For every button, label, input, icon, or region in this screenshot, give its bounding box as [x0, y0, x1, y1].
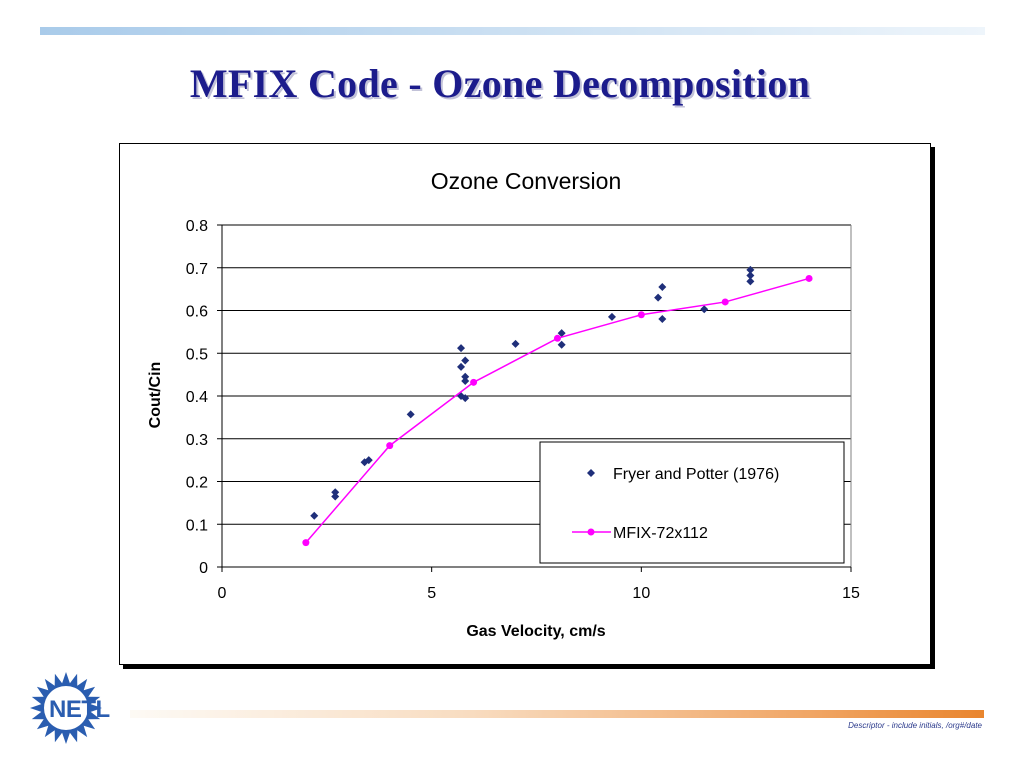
y-tick-label: 0.7 — [186, 261, 208, 278]
fryer-potter-point — [461, 356, 470, 365]
mfix-point — [302, 539, 310, 547]
x-tick-label: 0 — [218, 585, 227, 602]
gridlines — [222, 224, 851, 525]
y-tick-label: 0.5 — [186, 346, 208, 363]
y-tick-label: 0 — [199, 560, 208, 577]
chart-title: Ozone Conversion — [431, 168, 622, 194]
mfix-point — [553, 334, 561, 342]
fryer-potter-point — [331, 488, 340, 497]
x-tick-label: 15 — [842, 585, 860, 602]
mfix-point — [805, 274, 813, 282]
netl-logo: NETL — [30, 672, 110, 744]
fryer-potter-point — [557, 340, 566, 349]
tick-labels: 0 0.1 0.2 0.3 0.4 0.5 0.6 0.7 0.8 0 5 10 15 — [186, 218, 860, 602]
legend-box — [539, 441, 845, 564]
fryer-potter-point — [461, 372, 470, 381]
legend-circle-marker — [587, 528, 595, 536]
y-tick-label: 0.2 — [186, 475, 208, 492]
mfix-point — [386, 442, 394, 450]
fryer-potter-point — [364, 456, 373, 465]
fryer-potter-point — [511, 339, 520, 348]
x-tick-label: 10 — [632, 585, 650, 602]
legend-diamond-marker — [587, 469, 595, 477]
fryer-potter-point — [457, 344, 466, 353]
fryer-potter-point — [461, 377, 470, 386]
x-tick-label: 5 — [427, 585, 436, 602]
fryer-potter-point — [700, 305, 709, 314]
y-tick-label: 0.3 — [186, 432, 208, 449]
fryer-potter-point — [654, 293, 663, 302]
mfix-point — [470, 378, 478, 386]
fryer-potter-point — [310, 511, 319, 520]
sunburst-icon — [30, 672, 102, 744]
fryer-potter-point — [746, 271, 755, 280]
y-tick-label: 0.6 — [186, 304, 208, 321]
footer-descriptor: Descriptor - include initials, /org#/dat… — [848, 721, 982, 730]
fryer-potter-point — [461, 394, 470, 403]
mfix-point — [721, 298, 729, 306]
legend-label-mfix: MFIX-72x112 — [613, 525, 708, 542]
legend: Fryer and Potter (1976) MFIX-72x112 — [539, 441, 845, 564]
slide-title: MFIX Code - Ozone Decomposition — [189, 61, 811, 106]
fryer-potter-point — [457, 362, 466, 371]
mfix-point — [637, 311, 645, 319]
fryer-potter-point — [406, 410, 415, 419]
fryer-potter-point — [746, 277, 755, 286]
y-tick-label: 0.4 — [186, 389, 208, 406]
chart-frame: Ozone Conversion 0 0.1 0.2 0.3 0.4 0.5 0.6 0.7 0… — [119, 143, 931, 665]
fryer-potter-point — [331, 492, 340, 501]
y-tick-label: 0.1 — [186, 517, 208, 534]
fryer-potter-point — [658, 315, 667, 324]
fryer-potter-point — [658, 282, 667, 291]
fryer-potter-point — [607, 312, 616, 321]
top-accent-bar — [40, 27, 985, 35]
y-axis-label: Cout/Cin — [147, 362, 164, 429]
fryer-potter-point — [557, 329, 566, 338]
legend-label-fryer-potter: Fryer and Potter (1976) — [613, 466, 779, 483]
axes — [217, 224, 852, 572]
ozone-conversion-chart: Ozone Conversion 00.10.20.30.40.50.60.70… — [147, 168, 860, 640]
x-axis-label: Gas Velocity, cm/s — [466, 623, 605, 640]
logo-text: NETL — [49, 696, 110, 723]
data-series — [302, 265, 813, 547]
y-tick-label: 0.8 — [186, 218, 208, 235]
fryer-potter-point — [746, 265, 755, 274]
bottom-accent-bar — [130, 710, 984, 718]
